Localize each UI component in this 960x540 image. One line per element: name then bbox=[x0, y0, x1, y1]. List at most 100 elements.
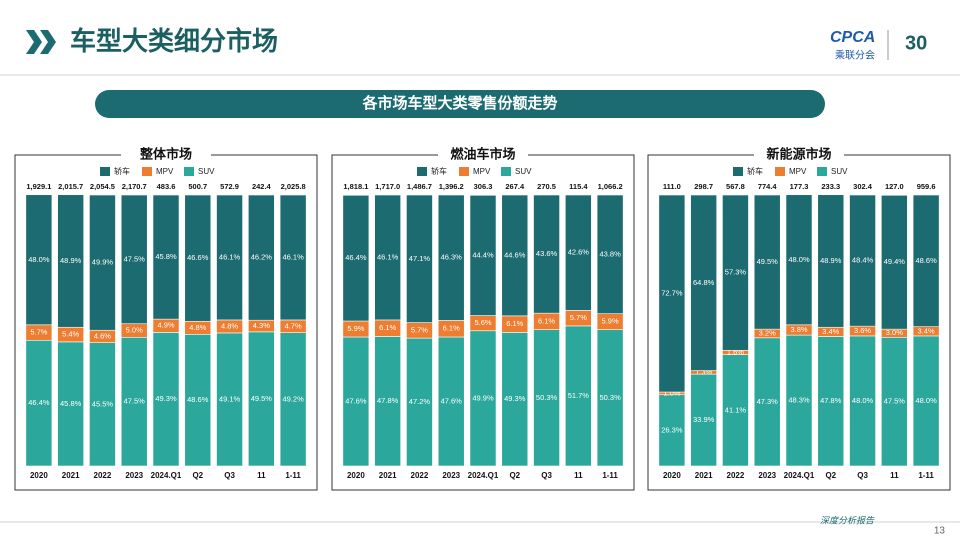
bar-segment bbox=[881, 194, 908, 330]
value-label: 47.5% bbox=[124, 254, 146, 263]
value-label: 46.4% bbox=[28, 398, 50, 407]
value-label: 48.0% bbox=[28, 255, 50, 264]
value-label: 49.9% bbox=[472, 393, 494, 402]
bar-segment bbox=[501, 194, 529, 317]
x-tick-label: 1-11 bbox=[602, 471, 618, 480]
value-label: 5.9% bbox=[602, 317, 619, 326]
bar-segment bbox=[658, 194, 686, 393]
value-label: 47.8% bbox=[820, 396, 842, 405]
value-label: 41.1% bbox=[725, 405, 747, 414]
total-label: 2,170.7 bbox=[122, 182, 147, 191]
bar-segment bbox=[722, 354, 749, 467]
x-tick-label: 11 bbox=[257, 471, 266, 480]
legend-label: MPV bbox=[789, 167, 807, 176]
total-label: 242.4 bbox=[252, 182, 272, 191]
logo-text: CPCA bbox=[830, 29, 875, 46]
x-tick-label: 2020 bbox=[30, 471, 48, 480]
value-label: 47.8% bbox=[377, 396, 399, 405]
x-tick-label: 2022 bbox=[94, 471, 112, 480]
x-tick-label: Q2 bbox=[509, 471, 520, 480]
x-tick-label: Q3 bbox=[541, 471, 552, 480]
value-label: 46.3% bbox=[441, 253, 463, 262]
value-label: 48.6% bbox=[187, 395, 209, 404]
legend-label: SUV bbox=[831, 167, 848, 176]
value-label: 4.6% bbox=[94, 331, 111, 340]
legend-label: 轿车 bbox=[431, 166, 447, 176]
panel-title: 燃油车市场 bbox=[450, 146, 515, 161]
bar-segment bbox=[216, 332, 243, 467]
total-label: 500.7 bbox=[188, 182, 207, 191]
bar-segment bbox=[912, 194, 940, 328]
total-label: 177.3 bbox=[790, 182, 809, 191]
value-label: 49.5% bbox=[757, 257, 779, 266]
bar-segment bbox=[25, 339, 53, 467]
x-tick-label: Q3 bbox=[224, 471, 235, 480]
bar-segment bbox=[469, 194, 497, 316]
value-label: 1.3% bbox=[695, 367, 712, 376]
value-label: 43.8% bbox=[599, 249, 621, 258]
bar-segment bbox=[216, 194, 243, 321]
x-tick-label: 2021 bbox=[62, 471, 80, 480]
bar-segment bbox=[89, 342, 116, 467]
value-label: 49.5% bbox=[251, 394, 273, 403]
x-tick-label: Q3 bbox=[857, 471, 868, 480]
value-label: 46.4% bbox=[345, 253, 367, 262]
bar-segment bbox=[596, 329, 624, 467]
value-label: 6.1% bbox=[443, 324, 460, 333]
legend-label: SUV bbox=[515, 167, 532, 176]
value-label: 50.3% bbox=[599, 393, 621, 402]
value-label: 47.2% bbox=[409, 397, 431, 406]
x-tick-label: 2022 bbox=[411, 471, 429, 480]
value-label: 3.6% bbox=[854, 326, 871, 335]
value-label: 43.6% bbox=[536, 249, 558, 258]
legend-swatch bbox=[142, 167, 152, 176]
value-label: 4.3% bbox=[253, 321, 270, 330]
bar-segment bbox=[184, 194, 212, 322]
value-label: 1.6% bbox=[727, 347, 744, 356]
value-label: 26.3% bbox=[661, 425, 683, 434]
value-label: 49.4% bbox=[884, 257, 906, 266]
bar-segment bbox=[342, 194, 370, 322]
x-tick-label: 11 bbox=[890, 471, 899, 480]
total-label: 1,818.1 bbox=[343, 182, 368, 191]
value-label: 48.4% bbox=[852, 256, 874, 265]
value-label: 45.5% bbox=[92, 399, 114, 408]
bar-segment bbox=[849, 335, 876, 467]
bar-segment bbox=[753, 337, 781, 467]
value-label: 46.1% bbox=[219, 252, 241, 261]
value-label: 1.0% bbox=[663, 388, 680, 397]
legend-swatch bbox=[733, 167, 743, 176]
value-label: 5.7% bbox=[570, 313, 587, 322]
value-label: 47.5% bbox=[124, 397, 146, 406]
value-label: 47.1% bbox=[409, 254, 431, 263]
bar-segment bbox=[533, 329, 560, 467]
value-label: 46.6% bbox=[187, 253, 209, 262]
bar-segment bbox=[817, 194, 845, 328]
value-label: 64.8% bbox=[693, 278, 715, 287]
bar-segment bbox=[658, 394, 686, 467]
banner bbox=[95, 90, 825, 118]
x-tick-label: 2023 bbox=[125, 471, 143, 480]
bar-segment bbox=[785, 194, 813, 326]
total-label: 1,396.2 bbox=[439, 182, 464, 191]
value-label: 4.9% bbox=[157, 321, 174, 330]
value-label: 4.8% bbox=[221, 321, 238, 330]
bar-segment bbox=[501, 332, 529, 467]
total-label: 1,717.0 bbox=[375, 182, 400, 191]
total-label: 127.0 bbox=[885, 182, 904, 191]
x-tick-label: 2024.Q1 bbox=[784, 471, 815, 480]
value-label: 4.8% bbox=[189, 323, 206, 332]
value-label: 5.7% bbox=[30, 328, 47, 337]
banner-text: 各市场车型大类零售份额走势 bbox=[361, 94, 557, 112]
value-label: 33.9% bbox=[693, 415, 715, 424]
value-label: 4.7% bbox=[285, 321, 302, 330]
bar-segment bbox=[565, 325, 592, 467]
legend-swatch bbox=[501, 167, 511, 176]
total-label: 115.4 bbox=[569, 182, 588, 191]
bar-segment bbox=[248, 331, 275, 467]
value-label: 48.9% bbox=[60, 256, 82, 265]
bar-segment bbox=[912, 335, 940, 467]
total-label: 572.9 bbox=[220, 182, 239, 191]
bar-segment bbox=[406, 194, 433, 323]
value-label: 44.4% bbox=[472, 250, 494, 259]
